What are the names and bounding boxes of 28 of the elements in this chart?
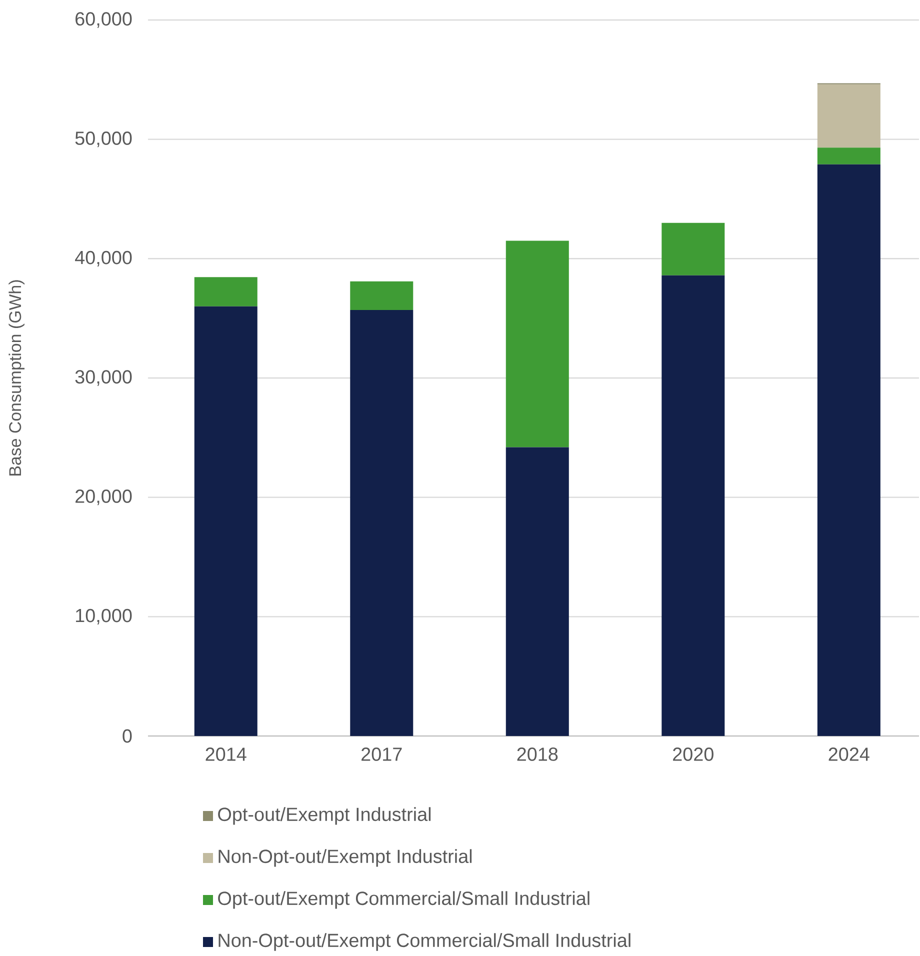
bar: [818, 164, 881, 736]
bar: [350, 310, 414, 736]
x-tick-label: 2014: [206, 748, 247, 761]
bar: [194, 277, 258, 306]
y-tick-label: 30,000: [76, 370, 132, 386]
bar: [662, 222, 725, 276]
bar: [818, 84, 881, 148]
y-tick-label: 50,000: [76, 132, 132, 148]
legend-label: Opt-out/Exempt Commercial/Small Industrial: [218, 891, 590, 909]
y-tick-label: 10,000: [76, 608, 132, 624]
legend-label: Non-Opt-out/Exempt Industrial: [218, 849, 472, 867]
x-tick-label: 2017: [362, 748, 402, 761]
bar: [506, 240, 570, 448]
bar: [818, 148, 881, 164]
x-tick-label: 2024: [829, 748, 870, 761]
legend-label: Opt-out/Exempt Industrial: [218, 807, 431, 825]
y-tick-label: 60,000: [76, 12, 132, 28]
x-tick-label: 2018: [517, 748, 558, 761]
bar: [506, 447, 570, 736]
bar: [350, 281, 414, 310]
x-tick-label: 2020: [673, 748, 714, 761]
y-axis-title: Base Consumption (GWh): [8, 280, 25, 476]
y-tick-label: 20,000: [76, 490, 132, 506]
y-tick-label: 0: [122, 729, 132, 743]
bar: [194, 306, 258, 736]
y-tick-label: 40,000: [75, 250, 132, 266]
bar: [662, 275, 725, 736]
legend-label: Non-Opt-out/Exempt Commercial/Small Industrial: [218, 933, 631, 951]
